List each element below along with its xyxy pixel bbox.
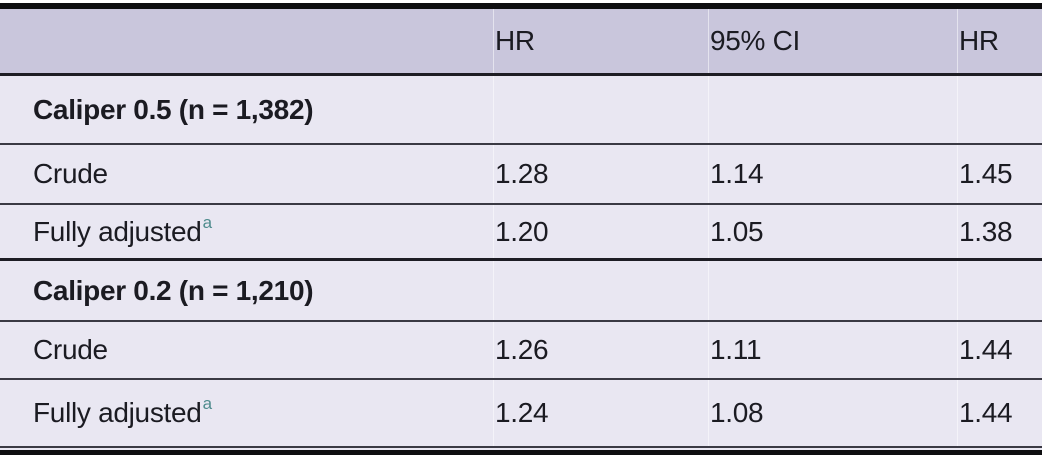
ci-cell: 1.11 — [708, 322, 957, 378]
ci-cell: 1.08 — [708, 380, 957, 446]
hr-value: 1.26 — [495, 334, 549, 365]
section-label: Caliper 0.2 (n = 1,210) — [33, 274, 314, 306]
ci-cell: 1.14 — [708, 145, 957, 203]
row-separator — [0, 203, 1042, 205]
column-header-hr-2: HR — [959, 25, 999, 56]
hr-cell: 1.20 — [493, 205, 708, 258]
section-label: Caliper 0.5 (n = 1,382) — [33, 93, 314, 125]
ci-value: 1.08 — [710, 397, 764, 428]
hr-cell: 1.24 — [493, 380, 708, 446]
bottom-margin — [0, 455, 1042, 456]
row-label-cell: Crude — [0, 145, 493, 203]
table-row-section-caliper-02: Caliper 0.2 (n = 1,210) — [0, 261, 1042, 320]
header-cell-ci: 95% CI — [708, 9, 957, 73]
row-label: Crude — [33, 158, 108, 189]
ci-cell — [708, 76, 957, 143]
hr-cell-2: 1.45 — [957, 145, 1042, 203]
table-bottom-rule — [0, 450, 1042, 455]
hr-cell-2 — [957, 261, 1042, 320]
table-top-rule — [0, 3, 1042, 9]
table-row-crude-1: Crude 1.28 1.14 1.45 — [0, 145, 1042, 203]
header-separator — [0, 73, 1042, 76]
ci-cell — [708, 261, 957, 320]
table-row-fully-adjusted-1: Fully adjusted a 1.20 1.05 1.38 — [0, 205, 1042, 258]
header-row: HR 95% CI HR — [0, 9, 1042, 73]
hr-value: 1.28 — [495, 158, 549, 189]
row-label-cell: Caliper 0.2 (n = 1,210) — [0, 261, 493, 320]
hr-value-2: 1.44 — [959, 397, 1013, 428]
hr-cell — [493, 261, 708, 320]
hr-cell: 1.26 — [493, 322, 708, 378]
hr-cell-2: 1.38 — [957, 205, 1042, 258]
top-margin — [0, 0, 1042, 3]
hr-cell-2 — [957, 76, 1042, 143]
hr-value: 1.20 — [495, 215, 549, 247]
row-label-cell: Crude — [0, 322, 493, 378]
row-label: Fully adjusted — [33, 397, 202, 428]
row-separator — [0, 143, 1042, 145]
hr-value-2: 1.38 — [959, 215, 1013, 247]
hr-cell-2: 1.44 — [957, 322, 1042, 378]
hr-value-2: 1.44 — [959, 334, 1013, 365]
row-label-cell: Fully adjusted a — [33, 212, 212, 247]
table-row-fully-adjusted-2: Fully adjusted a 1.24 1.08 1.44 — [0, 380, 1042, 446]
table-row-section-caliper-05: Caliper 0.5 (n = 1,382) — [0, 76, 1042, 143]
header-cell-empty — [0, 9, 493, 73]
ci-value: 1.14 — [710, 158, 764, 189]
row-label: Fully adjusted — [33, 215, 202, 247]
table-row-crude-2: Crude 1.26 1.11 1.44 — [0, 322, 1042, 378]
hr-cell-2: 1.44 — [957, 380, 1042, 446]
row-label-cell: Caliper 0.5 (n = 1,382) — [0, 76, 493, 143]
header-cell-hr-1: HR — [493, 9, 708, 73]
row-separator — [0, 378, 1042, 380]
bottom-rule-gap — [0, 448, 1042, 450]
row-label-cell: Fully adjusted a — [33, 394, 212, 428]
bottom-inner-rule — [0, 446, 1042, 448]
hr-value-2: 1.45 — [959, 158, 1013, 189]
row-label: Crude — [33, 334, 108, 365]
hr-value: 1.24 — [495, 397, 549, 428]
column-header-ci: 95% CI — [710, 25, 801, 56]
ci-cell: 1.05 — [708, 205, 957, 258]
section-separator — [0, 258, 1042, 261]
column-header-hr-1: HR — [495, 25, 535, 56]
ci-value: 1.11 — [710, 334, 762, 365]
row-separator — [0, 320, 1042, 322]
hr-cell: 1.28 — [493, 145, 708, 203]
header-cell-hr-2: HR — [957, 9, 1042, 73]
hr-cell — [493, 76, 708, 143]
ci-value: 1.05 — [710, 215, 764, 247]
